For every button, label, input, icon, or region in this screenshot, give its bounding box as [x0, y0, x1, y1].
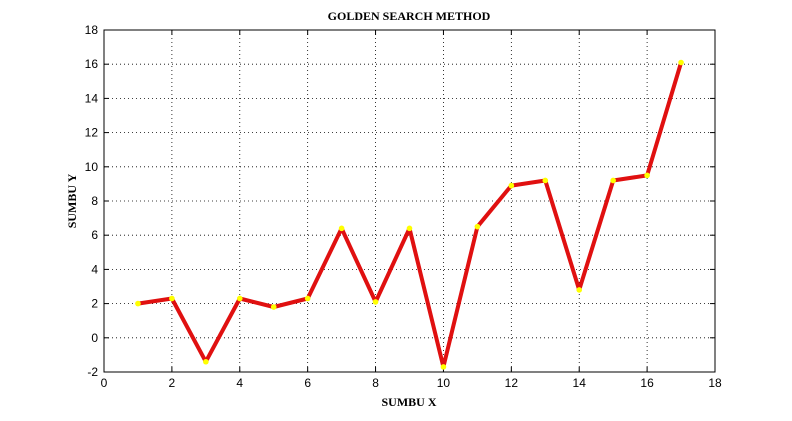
y-tick-label: -2	[87, 365, 98, 379]
data-point	[203, 358, 209, 365]
plot-area	[104, 30, 715, 372]
x-tick-label: 2	[169, 376, 176, 390]
data-point	[338, 225, 345, 232]
data-point	[169, 295, 175, 302]
data-point	[644, 172, 650, 179]
x-tick-label: 18	[708, 376, 722, 390]
y-tick-label: 8	[91, 194, 98, 208]
data-point	[372, 299, 379, 305]
data-point	[542, 177, 549, 184]
y-tick-label: 18	[85, 23, 99, 37]
x-tick-label: 0	[101, 376, 108, 390]
data-point	[474, 223, 481, 230]
data-point	[440, 364, 447, 370]
data-point	[576, 287, 583, 293]
x-tick-label: 12	[505, 376, 519, 390]
y-tick-label: 0	[91, 331, 98, 345]
y-axis-label: SUMBU Y	[65, 173, 79, 228]
data-point	[610, 177, 616, 184]
data-point	[304, 295, 311, 302]
chart-title: GOLDEN SEARCH METHOD	[328, 9, 491, 23]
data-series	[135, 59, 684, 370]
data-point	[508, 182, 515, 189]
x-tick-label: 14	[573, 376, 587, 390]
y-tick-label: 6	[91, 228, 98, 242]
x-tick-label: 16	[640, 376, 654, 390]
data-point	[678, 59, 684, 66]
data-point	[406, 225, 413, 232]
y-tick-label: 12	[85, 126, 99, 140]
y-tick-label: 16	[85, 57, 99, 71]
data-point	[270, 304, 277, 310]
y-tick-label: 4	[91, 262, 98, 276]
x-tick-label: 8	[372, 376, 379, 390]
x-axis-label: SUMBU X	[381, 395, 436, 409]
y-tick-label: 14	[85, 91, 99, 105]
y-tick-label: 2	[91, 297, 98, 311]
data-point	[236, 295, 243, 302]
data-point	[135, 300, 141, 307]
grid-lines	[104, 30, 715, 372]
x-tick-label: 4	[236, 376, 243, 390]
x-tick-label: 6	[304, 376, 311, 390]
y-tick-label: 10	[85, 160, 99, 174]
x-tick-label: 10	[437, 376, 451, 390]
